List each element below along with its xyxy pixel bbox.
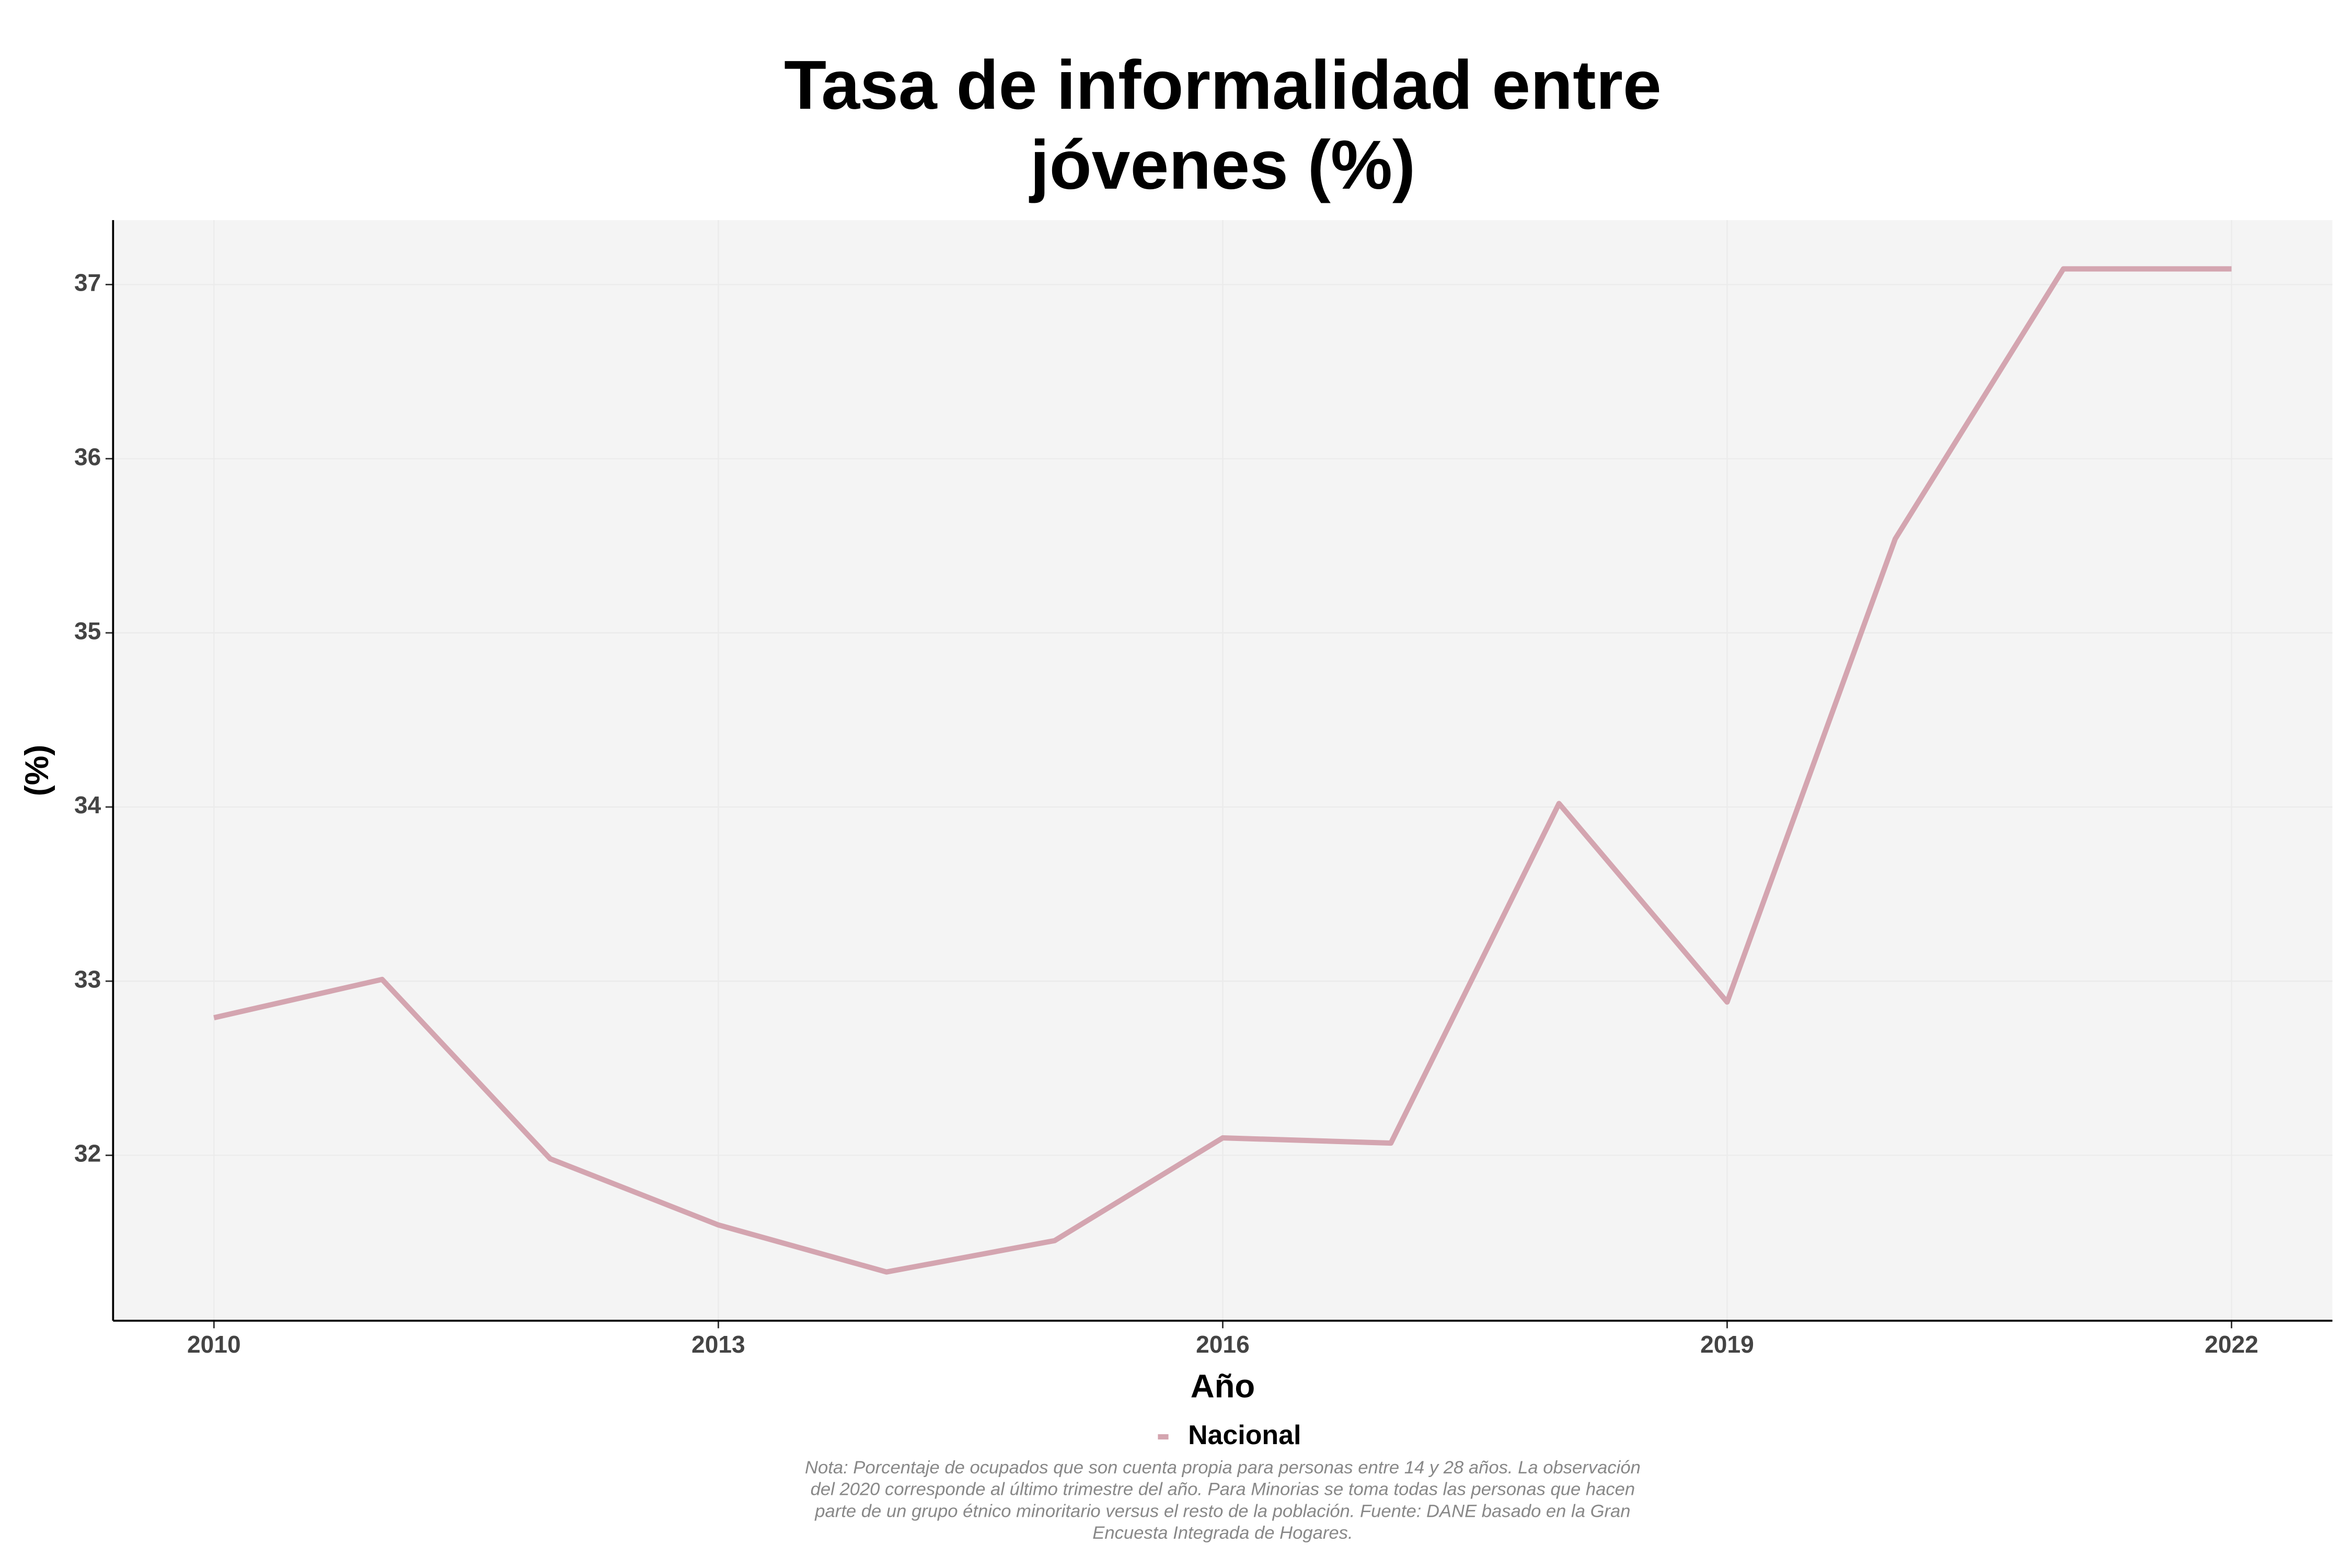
y-tick-label: 33 [74, 965, 101, 993]
x-axis-title: Año [1191, 1368, 1255, 1404]
y-tick-label: 37 [74, 269, 101, 296]
note-line: parte de un grupo étnico minoritario ver… [814, 1501, 1630, 1521]
y-axis-title: (%) [19, 745, 55, 797]
x-tick-label: 2022 [2205, 1331, 2258, 1358]
note-line: Encuesta Integrada de Hogares. [1092, 1523, 1353, 1543]
note-line: del 2020 corresponde al último trimestre… [811, 1480, 1635, 1500]
x-tick-label: 2010 [187, 1331, 241, 1358]
y-tick-label: 34 [74, 791, 101, 818]
x-tick-label: 2013 [691, 1331, 745, 1358]
y-tick-label: 36 [74, 443, 101, 470]
chart-title: Tasa de informalidad entre [784, 47, 1662, 124]
legend-label: Nacional [1188, 1420, 1301, 1450]
y-tick-label: 32 [74, 1140, 101, 1167]
y-tick-label: 35 [74, 617, 101, 644]
chart-title: jóvenes (%) [1029, 126, 1415, 204]
note: Nota: Porcentaje de ocupados que son cue… [805, 1458, 1641, 1543]
data-line [213, 266, 2232, 1275]
x-tick-label: 2016 [1196, 1331, 1250, 1358]
note-line: Nota: Porcentaje de ocupados que son cue… [805, 1458, 1641, 1478]
x-tick-label: 2019 [1700, 1331, 1754, 1358]
